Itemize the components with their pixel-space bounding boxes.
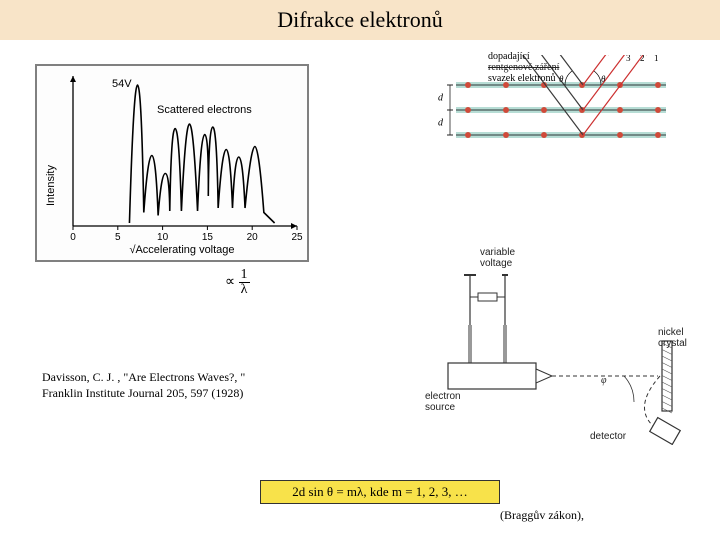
graph-y-label: Intensity <box>45 165 57 206</box>
svg-text:25: 25 <box>291 232 303 243</box>
svg-text:2: 2 <box>640 55 645 63</box>
apparatus-svg <box>370 245 700 445</box>
bragg-incident-strike: rentgenové záření <box>488 62 559 73</box>
bragg-equation-box: 2d sin θ = mλ, kde m = 1, 2, 3, … <box>260 480 500 504</box>
page-title: Difrakce elektronů <box>0 0 720 40</box>
bragg-incident-sub: svazek elektronů <box>488 73 555 84</box>
svg-text:d: d <box>438 93 444 104</box>
intensity-graph-svg: 0 5 10 15 20 25 <box>37 66 307 260</box>
bragg-equation-caption: (Braggův zákon), <box>500 508 584 523</box>
apparatus-diagram: variable voltage electron source nickel … <box>370 245 700 445</box>
apparatus-detector-label: detector <box>590 431 626 442</box>
bragg-diagram: 321θθdd dopadající rentgenové záření sva… <box>428 55 688 185</box>
svg-text:15: 15 <box>202 232 214 243</box>
svg-text:d: d <box>438 118 444 129</box>
graph-peak-label: 54V <box>112 78 132 90</box>
citation-block: Davisson, C. J. , "Are Electrons Waves?,… <box>42 370 245 401</box>
apparatus-crystal-label: nickel crystal <box>658 327 687 349</box>
graph-x-label: √Accelerating voltage <box>47 244 317 256</box>
svg-text:0: 0 <box>70 232 76 243</box>
citation-line2: Franklin Institute Journal 205, 597 (192… <box>42 386 245 402</box>
citation-line1: Davisson, C. J. , "Are Electrons Waves?,… <box>42 370 245 386</box>
svg-text:θ: θ <box>601 74 606 84</box>
apparatus-voltage-label: variable voltage <box>480 247 515 269</box>
intensity-graph: 0510152025 Intensity √Accelerating volta… <box>35 64 309 262</box>
proportional-denominator: λ <box>239 283 250 297</box>
bragg-incident-label: dopadající rentgenové záření svazek elek… <box>488 51 559 84</box>
proportional-equation: ∝ 1 λ <box>225 268 250 297</box>
proportional-numerator: 1 <box>239 268 250 283</box>
svg-text:10: 10 <box>157 232 169 243</box>
svg-text:3: 3 <box>626 55 631 63</box>
bragg-equation-text: 2d sin θ = mλ, kde m = 1, 2, 3, … <box>292 484 468 500</box>
graph-series-label: Scattered electrons <box>157 104 252 116</box>
svg-text:5: 5 <box>115 232 121 243</box>
svg-text:1: 1 <box>654 55 659 63</box>
proportional-symbol: ∝ <box>225 275 235 290</box>
svg-text:20: 20 <box>247 232 259 243</box>
apparatus-angle-label: φ <box>601 375 607 386</box>
apparatus-source-label: electron source <box>425 391 461 413</box>
bragg-incident-top: dopadající <box>488 51 530 62</box>
svg-text:θ: θ <box>559 74 564 84</box>
